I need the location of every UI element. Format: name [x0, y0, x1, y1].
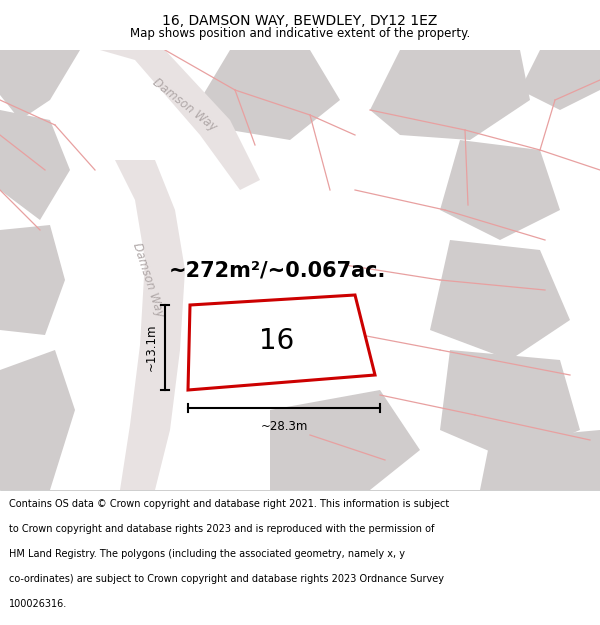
Text: ~272m²/~0.067ac.: ~272m²/~0.067ac.	[169, 260, 386, 280]
Text: 100026316.: 100026316.	[9, 599, 67, 609]
Text: HM Land Registry. The polygons (including the associated geometry, namely x, y: HM Land Registry. The polygons (includin…	[9, 549, 405, 559]
Text: ~28.3m: ~28.3m	[260, 420, 308, 433]
Polygon shape	[0, 225, 65, 335]
Polygon shape	[480, 430, 600, 490]
Polygon shape	[440, 140, 560, 240]
Polygon shape	[440, 350, 580, 460]
Polygon shape	[0, 110, 70, 220]
Text: 16: 16	[259, 328, 295, 355]
Text: Damson Way: Damson Way	[151, 76, 220, 134]
Text: ~13.1m: ~13.1m	[145, 324, 157, 371]
Polygon shape	[188, 295, 375, 390]
Polygon shape	[430, 240, 570, 360]
Polygon shape	[0, 350, 75, 490]
Polygon shape	[200, 50, 340, 140]
Polygon shape	[370, 50, 530, 140]
Polygon shape	[100, 50, 260, 190]
Polygon shape	[0, 50, 80, 120]
Text: to Crown copyright and database rights 2023 and is reproduced with the permissio: to Crown copyright and database rights 2…	[9, 524, 434, 534]
Text: Map shows position and indicative extent of the property.: Map shows position and indicative extent…	[130, 27, 470, 40]
Polygon shape	[115, 160, 185, 490]
Text: co-ordinates) are subject to Crown copyright and database rights 2023 Ordnance S: co-ordinates) are subject to Crown copyr…	[9, 574, 444, 584]
Text: Damson Way: Damson Way	[130, 241, 166, 319]
Polygon shape	[520, 50, 600, 110]
Text: Contains OS data © Crown copyright and database right 2021. This information is : Contains OS data © Crown copyright and d…	[9, 499, 449, 509]
Text: 16, DAMSON WAY, BEWDLEY, DY12 1EZ: 16, DAMSON WAY, BEWDLEY, DY12 1EZ	[163, 14, 437, 28]
Polygon shape	[270, 390, 420, 490]
